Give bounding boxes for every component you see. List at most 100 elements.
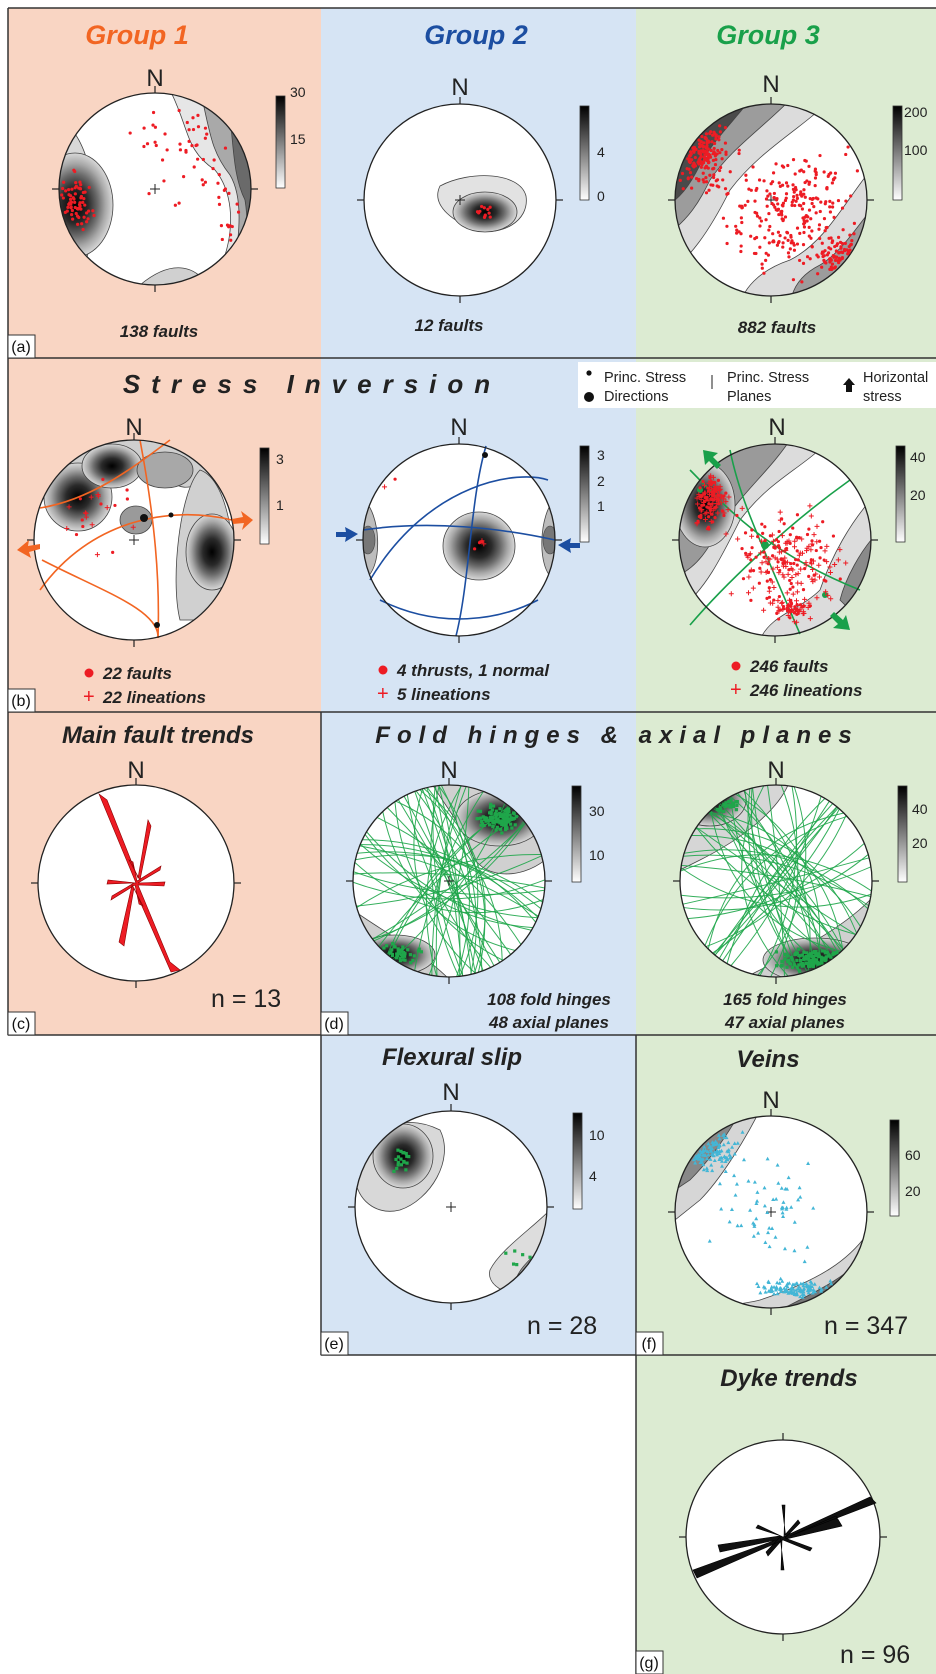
data-point [771,240,775,244]
data-point [697,506,702,510]
data-point [698,145,702,149]
lineation-marker [95,493,101,499]
vein-poles [691,1130,834,1299]
data-point [85,211,89,215]
data-point [778,1276,783,1281]
data-point [809,558,813,562]
lineation-marker [779,533,785,539]
data-point [749,558,753,562]
data-point [832,255,836,259]
data-point [225,223,230,227]
data-point [803,567,807,571]
data-point [740,220,744,225]
fault-markers [64,477,136,558]
data-point [783,236,787,240]
data-point [692,145,697,150]
data-point [701,1162,706,1167]
data-point [212,158,216,162]
data-point [709,482,713,487]
data-point [74,532,79,537]
data-point [708,173,712,177]
axial-plane-arc [397,799,501,963]
data-point [719,807,723,811]
data-point [808,257,812,261]
data-point [219,223,224,228]
data-point [192,165,196,169]
lineation-marker [786,597,792,603]
svg-text:(b): (b) [11,693,31,710]
data-point [707,502,711,506]
data-point [702,180,706,184]
axial-plane-arc [356,855,542,907]
data-point [783,952,787,956]
lineation-marker [784,540,790,546]
panel-label-f: (f) [635,1331,664,1356]
data-point [810,201,814,206]
data-point [735,1141,740,1145]
b1-counts: 22 faults + 22 lineations [83,664,206,708]
axial-plane-arc [718,803,834,959]
data-point [77,215,81,220]
data-point [780,1279,785,1283]
data-point [788,616,792,620]
data-point [490,808,494,812]
data-point [401,945,405,949]
data-point [721,178,725,182]
data-point [184,148,188,153]
data-point [686,177,690,181]
data-point [735,513,739,518]
data-point [701,171,705,175]
scale-tick: 20 [910,487,926,503]
scale-tick: 1 [276,497,284,513]
data-point [165,148,169,152]
principal-stress-directions [697,487,828,598]
data-point [744,173,748,177]
lineation-marker [66,504,72,510]
data-point [810,539,814,543]
svg-text:246 lineations: 246 lineations [749,681,862,700]
data-point [488,205,492,209]
slip-lineations [392,1148,532,1267]
axial-plane-arc [426,787,477,975]
lineation-marker [782,547,788,553]
data-point [825,186,829,190]
data-point [763,525,767,529]
data-point [809,561,813,565]
scale-tick: 40 [910,449,926,465]
data-point [191,116,195,120]
data-point [794,1281,799,1286]
data-point [751,569,756,573]
data-point [775,611,779,615]
density-scale-f: 60 20 [889,1119,921,1217]
svg-text:22 faults: 22 faults [102,664,172,683]
data-point [794,1290,799,1295]
data-point [804,957,808,961]
data-point [785,1187,790,1191]
data-point [712,175,716,180]
axial-plane-arc [683,854,870,907]
data-point [396,949,400,953]
data-point [788,247,792,251]
data-point [69,200,74,204]
data-point [798,1294,803,1299]
data-point [791,187,796,191]
data-point [832,215,836,219]
data-point [791,241,795,245]
data-point [766,194,770,198]
axial-plane-arc [681,864,871,898]
data-point [719,1159,724,1163]
data-point [87,209,91,213]
data-point [708,476,712,480]
data-point [818,209,822,214]
data-point [68,197,73,201]
fold-hinges [382,802,518,965]
data-point [764,197,769,201]
data-point [707,506,711,510]
data-point [190,144,194,148]
data-point [693,1160,698,1165]
data-point [703,153,707,157]
data-point [849,194,853,198]
lineation-marker [789,575,795,581]
data-point [507,809,511,814]
data-point [803,215,807,219]
